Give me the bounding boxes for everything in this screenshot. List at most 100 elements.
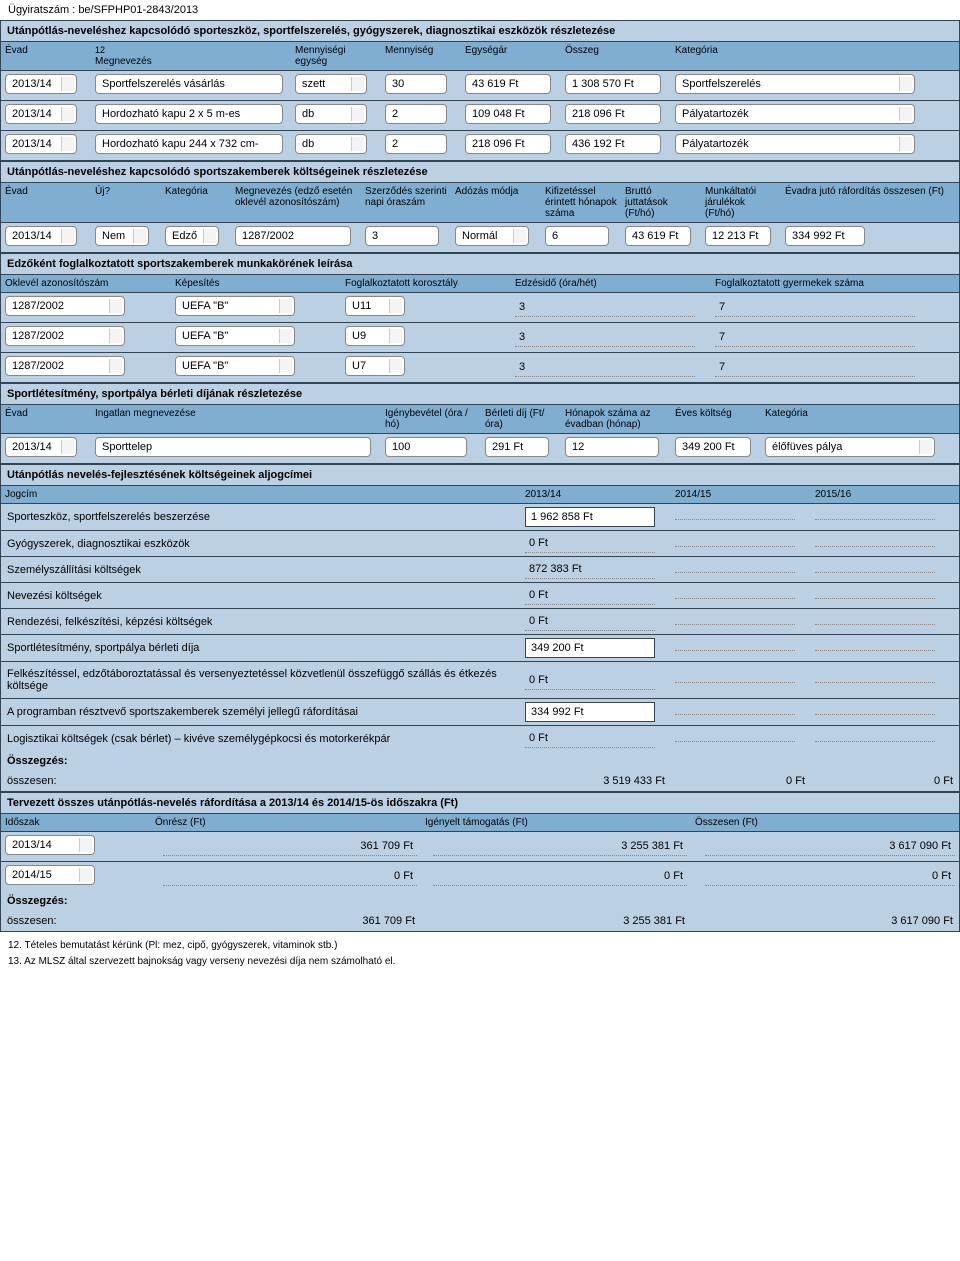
kor-select[interactable]: U9 bbox=[345, 326, 405, 346]
kep-select[interactable]: UEFA "B" bbox=[175, 326, 295, 346]
evadra-input[interactable]: 334 992 Ft bbox=[785, 226, 865, 246]
egyseg-select[interactable]: db bbox=[295, 134, 367, 154]
kep-select[interactable]: UEFA "B" bbox=[175, 296, 295, 316]
nev-input[interactable]: Sportfelszerelés vásárlás bbox=[95, 74, 283, 94]
sum-label: Összegzés: bbox=[7, 755, 68, 767]
coach-row: 1287/2002 UEFA "B" U7 3 7 bbox=[1, 353, 959, 383]
azon-select[interactable]: 1287/2002 bbox=[5, 326, 125, 346]
section-rental: Sportlétesítmény, sportpálya bérleti díj… bbox=[0, 383, 960, 464]
evad-select[interactable]: 2013/14 bbox=[5, 74, 77, 94]
ora-input[interactable]: 3 bbox=[365, 226, 439, 246]
col-ora: Szerződés szerinti napi óraszám bbox=[361, 183, 451, 223]
ido-value: 3 bbox=[515, 328, 695, 347]
adoz-select[interactable]: Normál bbox=[455, 226, 529, 246]
y2-value bbox=[675, 735, 795, 742]
ar-input[interactable]: 43 619 Ft bbox=[465, 74, 551, 94]
nev-input[interactable]: Hordozható kapu 2 x 5 m-es bbox=[95, 104, 283, 124]
menny-input[interactable]: 2 bbox=[385, 104, 447, 124]
ho-input[interactable]: 12 bbox=[565, 437, 659, 457]
y3-value bbox=[815, 708, 935, 715]
ar-input[interactable]: 109 048 Ft bbox=[465, 104, 551, 124]
jar-input[interactable]: 12 213 Ft bbox=[705, 226, 771, 246]
evad-select[interactable]: 2013/14 bbox=[5, 134, 77, 154]
evad-select[interactable]: 2013/14 bbox=[5, 104, 77, 124]
kor-select[interactable]: U7 bbox=[345, 356, 405, 376]
ig-value: 0 Ft bbox=[433, 867, 687, 886]
y1-cell: 0 Ft bbox=[521, 531, 671, 557]
section-rental-title: Sportlétesítmény, sportpálya bérleti díj… bbox=[1, 384, 959, 405]
subcost-row: Gyógyszerek, diagnosztikai eszközök0 Ft bbox=[1, 531, 959, 557]
section-planned-title: Tervezett összes utánpótlás-nevelés ráfo… bbox=[1, 793, 959, 814]
kat-select[interactable]: Pályatartozék bbox=[675, 104, 915, 124]
menny-input[interactable]: 30 bbox=[385, 74, 447, 94]
col-jar: Munkáltatói járulékok (Ft/hó) bbox=[701, 183, 781, 223]
col-ido: Edzésidő (óra/hét) bbox=[511, 275, 711, 293]
y3-value bbox=[815, 566, 935, 573]
uj-select[interactable]: Nem bbox=[95, 226, 149, 246]
menny-input[interactable]: 2 bbox=[385, 134, 447, 154]
sum-onr: 361 709 Ft bbox=[151, 911, 421, 931]
kat-select[interactable]: Sportfelszerelés bbox=[675, 74, 915, 94]
ossz-input[interactable]: 218 096 Ft bbox=[565, 104, 661, 124]
y2-cell bbox=[671, 635, 811, 662]
coach-row: 1287/2002 UEFA "B" U11 3 7 bbox=[1, 293, 959, 323]
idoszak-select[interactable]: 2013/14 bbox=[5, 835, 95, 855]
evad-select[interactable]: 2013/14 bbox=[5, 226, 77, 246]
jogcim-label: Sportlétesítmény, sportpálya bérleti díj… bbox=[1, 635, 521, 662]
y3-value bbox=[815, 644, 935, 651]
y2-cell bbox=[671, 557, 811, 583]
col-megnevezes: 12 Megnevezés bbox=[91, 42, 291, 71]
ido-value: 3 bbox=[515, 298, 695, 317]
kat-select[interactable]: élőfüves pálya bbox=[765, 437, 935, 457]
azon-select[interactable]: 1287/2002 bbox=[5, 356, 125, 376]
sum-ossz: 3 617 090 Ft bbox=[691, 911, 959, 931]
nev-input[interactable]: Hordozható kapu 244 x 732 cm- bbox=[95, 134, 283, 154]
oraho-input[interactable]: 100 bbox=[385, 437, 467, 457]
rental-row: 2013/14 Sporttelep 100 291 Ft 12 349 200… bbox=[1, 434, 959, 464]
sum-v1: 3 519 433 Ft bbox=[521, 771, 671, 791]
equipment-row: 2013/14 Hordozható kapu 2 x 5 m-es db 2 … bbox=[1, 101, 959, 131]
col-ar: Egységár bbox=[461, 42, 561, 71]
evad-select[interactable]: 2013/14 bbox=[5, 437, 77, 457]
y2-value bbox=[675, 513, 795, 520]
y1-value: 0 Ft bbox=[525, 671, 655, 690]
kat-select[interactable]: Pályatartozék bbox=[675, 134, 915, 154]
y1-value: 0 Ft bbox=[525, 586, 655, 605]
azon-select[interactable]: 1287/2002 bbox=[5, 296, 125, 316]
section-coaches-title: Edzőként foglalkoztatott sportszakembere… bbox=[1, 254, 959, 275]
sum-row-label: összesen: bbox=[1, 911, 151, 931]
section-equipment: Utánpótlás-neveléshez kapcsolódó sportes… bbox=[0, 20, 960, 161]
eves-input[interactable]: 349 200 Ft bbox=[675, 437, 751, 457]
egyseg-select[interactable]: szett bbox=[295, 74, 367, 94]
idoszak-select[interactable]: 2014/15 bbox=[5, 865, 95, 885]
y1-box: 334 992 Ft bbox=[525, 702, 655, 722]
y2-cell bbox=[671, 726, 811, 752]
kat-select[interactable]: Edző bbox=[165, 226, 219, 246]
col-evad: Évad bbox=[1, 42, 91, 71]
subcost-row: Sportlétesítmény, sportpálya bérleti díj… bbox=[1, 635, 959, 662]
y3-cell bbox=[811, 726, 959, 752]
y3-cell bbox=[811, 699, 959, 726]
col-ing: Ingatlan megnevezése bbox=[91, 405, 381, 434]
ossz-input[interactable]: 1 308 570 Ft bbox=[565, 74, 661, 94]
planned-row: 2014/15 0 Ft 0 Ft 0 Ft bbox=[1, 862, 959, 892]
brutto-input[interactable]: 43 619 Ft bbox=[625, 226, 691, 246]
ar-input[interactable]: 218 096 Ft bbox=[465, 134, 551, 154]
rental-header-row: Évad Ingatlan megnevezése Igénybevétel (… bbox=[1, 405, 959, 434]
section-planned: Tervezett összes utánpótlás-nevelés ráfo… bbox=[0, 792, 960, 932]
ho-input[interactable]: 6 bbox=[545, 226, 609, 246]
kor-select[interactable]: U11 bbox=[345, 296, 405, 316]
planned-sum-label-row: Összegzés: bbox=[1, 891, 959, 911]
subcost-row: Nevezési költségek0 Ft bbox=[1, 583, 959, 609]
azon-input[interactable]: 1287/2002 bbox=[235, 226, 351, 246]
kep-select[interactable]: UEFA "B" bbox=[175, 356, 295, 376]
egyseg-select[interactable]: db bbox=[295, 104, 367, 124]
y2-value bbox=[675, 618, 795, 625]
ing-input[interactable]: Sporttelep bbox=[95, 437, 371, 457]
y1-cell: 872 383 Ft bbox=[521, 557, 671, 583]
dij-input[interactable]: 291 Ft bbox=[485, 437, 549, 457]
ig-value: 3 255 381 Ft bbox=[433, 837, 687, 856]
ossz-input[interactable]: 436 192 Ft bbox=[565, 134, 661, 154]
equipment-header-row: Évad 12 Megnevezés Mennyiségi egység Men… bbox=[1, 42, 959, 71]
y1-cell: 0 Ft bbox=[521, 726, 671, 752]
